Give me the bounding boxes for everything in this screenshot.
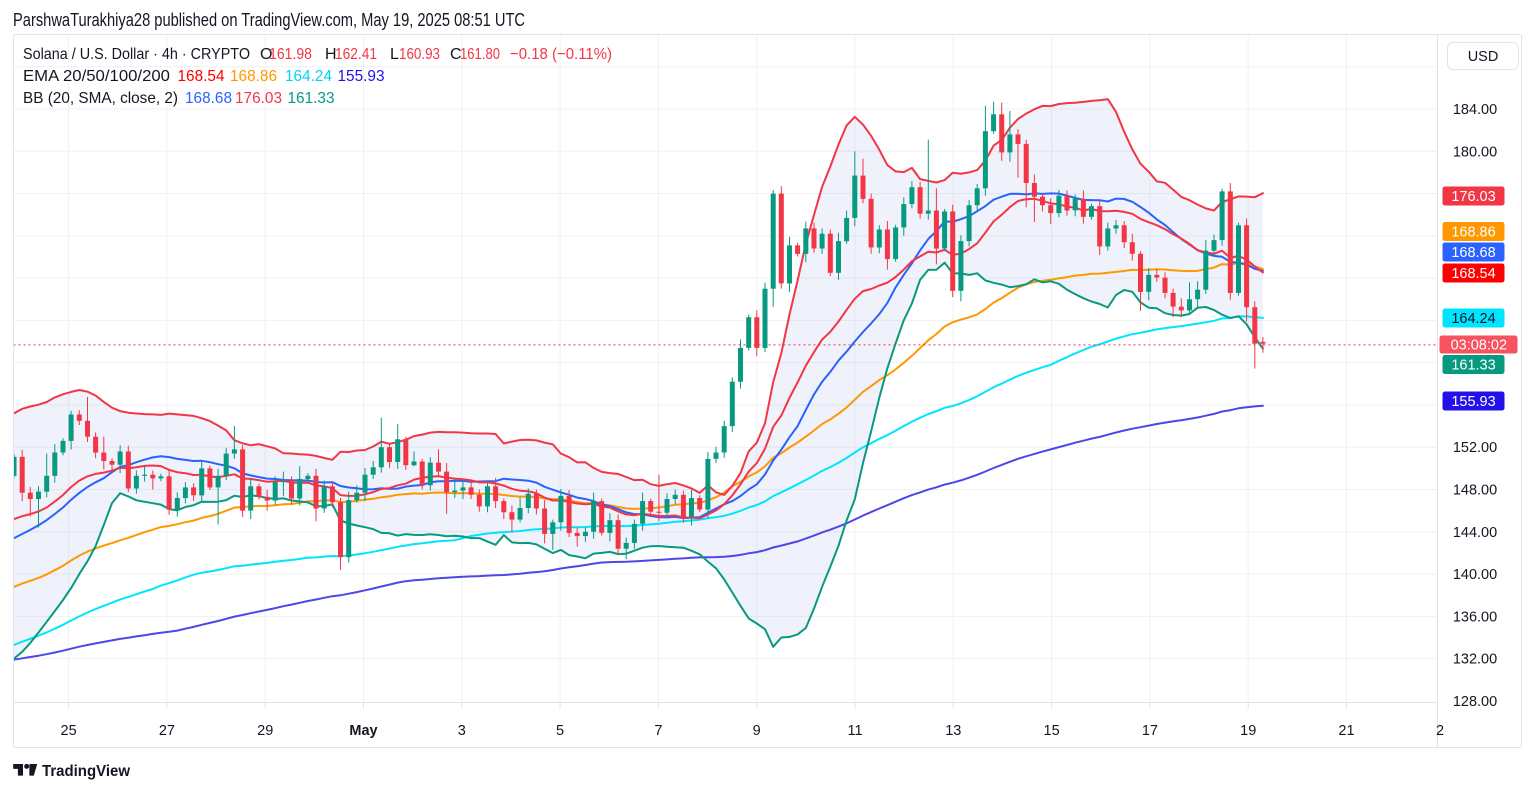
svg-text:155.93: 155.93 <box>1451 394 1495 410</box>
svg-text:H: H <box>325 46 337 63</box>
svg-text:9: 9 <box>753 723 761 739</box>
svg-text:168.54: 168.54 <box>1451 266 1495 282</box>
svg-text:O: O <box>260 46 272 63</box>
svg-text:184.00: 184.00 <box>1453 102 1497 118</box>
svg-text:161.98: 161.98 <box>269 46 312 63</box>
svg-text:Solana / U.S. Dollar · 4h · CR: Solana / U.S. Dollar · 4h · CRYPTO <box>23 46 250 63</box>
svg-text:BB (20, SMA, close, 2): BB (20, SMA, close, 2) <box>23 90 178 107</box>
svg-text:L: L <box>390 46 399 63</box>
svg-text:5: 5 <box>556 723 564 739</box>
svg-text:162.41: 162.41 <box>335 46 377 63</box>
svg-text:3: 3 <box>458 723 466 739</box>
svg-text:7: 7 <box>654 723 662 739</box>
svg-text:128.00: 128.00 <box>1453 694 1497 710</box>
svg-text:155.93: 155.93 <box>338 68 385 85</box>
svg-text:136.00: 136.00 <box>1453 609 1497 625</box>
svg-text:15: 15 <box>1044 723 1060 739</box>
svg-text:EMA 20/50/100/200: EMA 20/50/100/200 <box>23 68 170 85</box>
svg-text:03:08:02: 03:08:02 <box>1451 338 1507 354</box>
svg-text:13: 13 <box>945 723 961 739</box>
svg-text:27: 27 <box>159 723 175 739</box>
svg-text:TradingView: TradingView <box>42 763 131 780</box>
svg-text:148.00: 148.00 <box>1453 483 1497 499</box>
svg-text:161.33: 161.33 <box>1451 358 1495 374</box>
svg-text:−0.18 (−0.11%): −0.18 (−0.11%) <box>510 46 612 63</box>
svg-text:USD: USD <box>1468 49 1499 65</box>
svg-text:180.00: 180.00 <box>1453 144 1497 160</box>
svg-text:132.00: 132.00 <box>1453 652 1497 668</box>
svg-text:2: 2 <box>1436 723 1444 739</box>
svg-text:29: 29 <box>257 723 273 739</box>
svg-text:168.86: 168.86 <box>230 68 277 85</box>
svg-text:ParshwaTurakhiya28 published o: ParshwaTurakhiya28 published on TradingV… <box>13 9 525 30</box>
svg-text:25: 25 <box>61 723 77 739</box>
svg-text:176.03: 176.03 <box>235 90 282 107</box>
svg-text:176.03: 176.03 <box>1451 189 1495 205</box>
svg-text:164.24: 164.24 <box>1451 311 1495 327</box>
svg-text:168.68: 168.68 <box>1451 245 1495 261</box>
svg-text:17: 17 <box>1142 723 1158 739</box>
svg-text:168.68: 168.68 <box>185 90 232 107</box>
svg-text:11: 11 <box>847 723 862 739</box>
svg-text:168.86: 168.86 <box>1451 225 1495 241</box>
svg-text:161.33: 161.33 <box>288 90 335 107</box>
svg-text:140.00: 140.00 <box>1453 567 1497 583</box>
svg-text:19: 19 <box>1240 723 1256 739</box>
svg-text:168.54: 168.54 <box>178 68 225 85</box>
svg-text:152.00: 152.00 <box>1453 440 1497 456</box>
svg-text:160.93: 160.93 <box>399 46 440 63</box>
svg-text:C: C <box>450 46 462 63</box>
svg-text:21: 21 <box>1338 723 1354 739</box>
svg-text:144.00: 144.00 <box>1453 525 1497 541</box>
svg-text:164.24: 164.24 <box>285 68 332 85</box>
svg-text:161.80: 161.80 <box>460 46 500 63</box>
svg-text:May: May <box>349 723 377 739</box>
